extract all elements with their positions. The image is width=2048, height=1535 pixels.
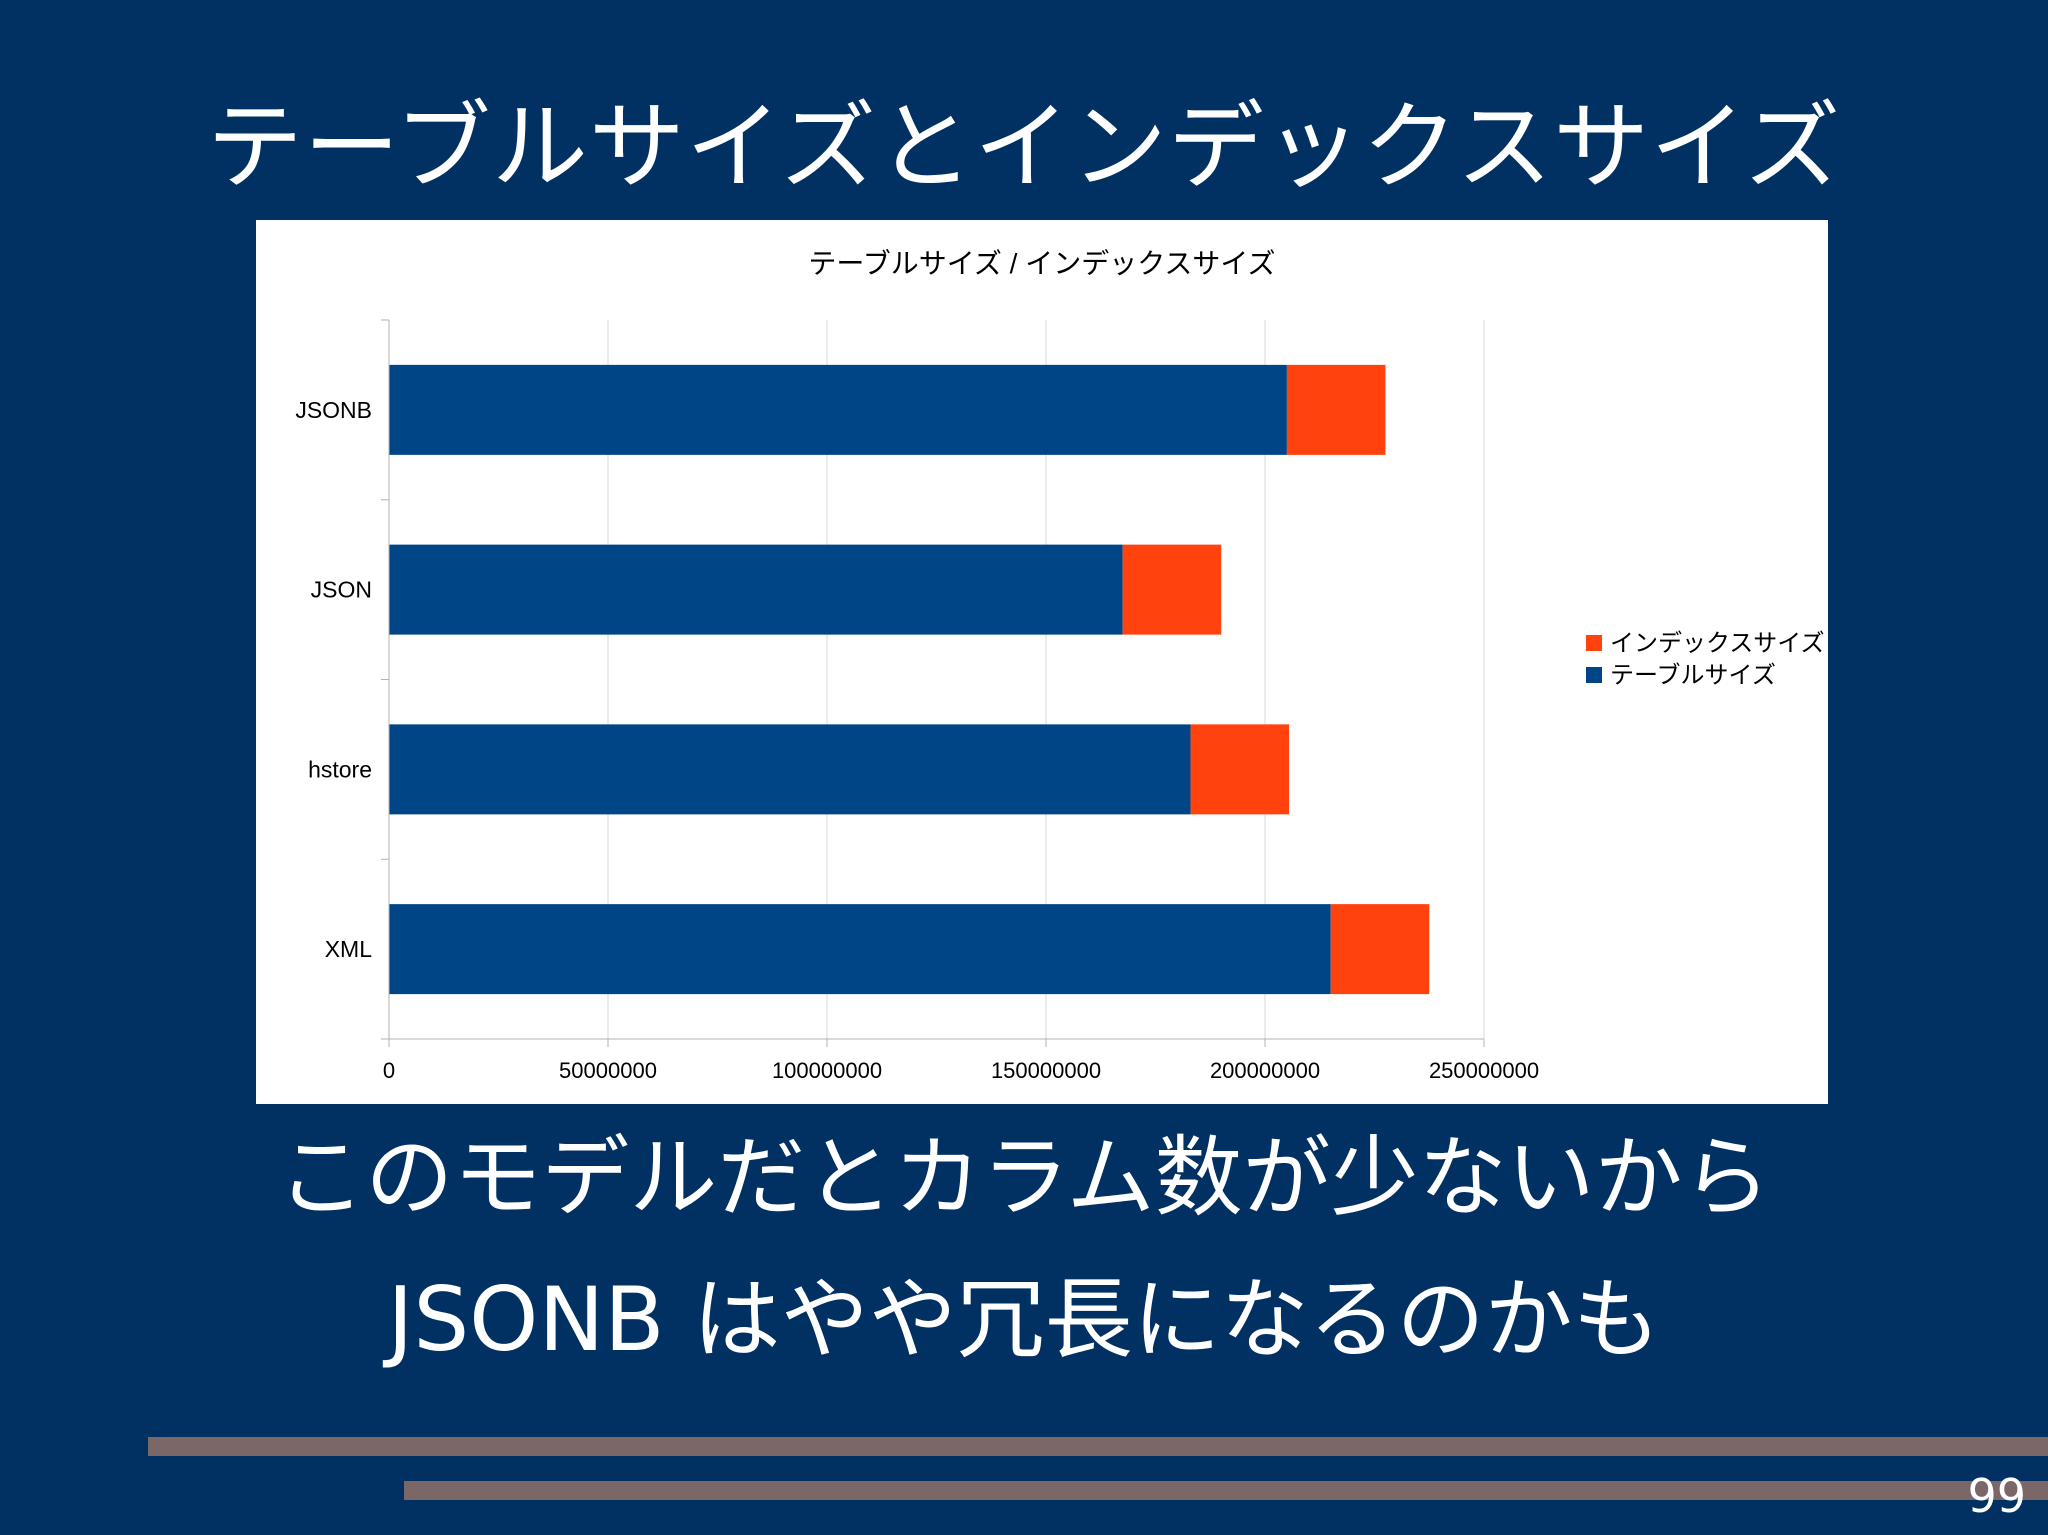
- y-category-label: JSONB: [295, 397, 372, 423]
- bars: [389, 364, 1430, 995]
- x-tick-label: 50000000: [559, 1058, 657, 1083]
- decorative-bar-top: [148, 1437, 2048, 1456]
- bar-table-size: [389, 364, 1287, 455]
- bar-table-size: [389, 724, 1191, 815]
- slide-title: テーブルサイズとインデックスサイズ: [206, 91, 1842, 203]
- x-tick-label: 250000000: [1429, 1058, 1539, 1083]
- legend-label: インデックスサイズ: [1610, 630, 1825, 657]
- legend-label: テーブルサイズ: [1610, 662, 1776, 689]
- caption-line-2: JSONB はやや冗長になるのかも: [387, 1268, 1661, 1371]
- x-tick-label: 150000000: [991, 1058, 1101, 1083]
- bar-table-size: [389, 904, 1331, 995]
- page-number: 99: [1967, 1469, 2026, 1523]
- bar-chart: テーブルサイズ / インデックスサイズ 0 50000000 100000000 15…: [295, 248, 1825, 1083]
- x-tick-label: 200000000: [1210, 1058, 1320, 1083]
- y-category-label: XML: [325, 936, 373, 962]
- x-tick-label: 0: [383, 1058, 395, 1083]
- caption-line-1: このモデルだとカラム数が少ないから: [277, 1126, 1771, 1229]
- bar-index-size: [1122, 544, 1222, 635]
- bar-table-size: [389, 544, 1123, 635]
- chart-panel: テーブルサイズ / インデックスサイズ 0 50000000 100000000 15…: [256, 220, 1828, 1104]
- decorative-bar-bottom: [404, 1481, 2048, 1500]
- axes: 0 50000000 100000000 150000000 200000000 2500…: [295, 319, 1539, 1083]
- x-tick-label: 100000000: [772, 1058, 882, 1083]
- legend-swatch: [1586, 667, 1602, 683]
- bar-index-size: [1286, 364, 1386, 455]
- legend-swatch: [1586, 635, 1602, 651]
- chart-title: テーブルサイズ / インデックスサイズ: [808, 248, 1275, 279]
- y-category-label: hstore: [308, 756, 372, 782]
- y-category-label: JSON: [311, 577, 372, 603]
- bar-index-size: [1190, 724, 1290, 815]
- bar-index-size: [1330, 904, 1430, 995]
